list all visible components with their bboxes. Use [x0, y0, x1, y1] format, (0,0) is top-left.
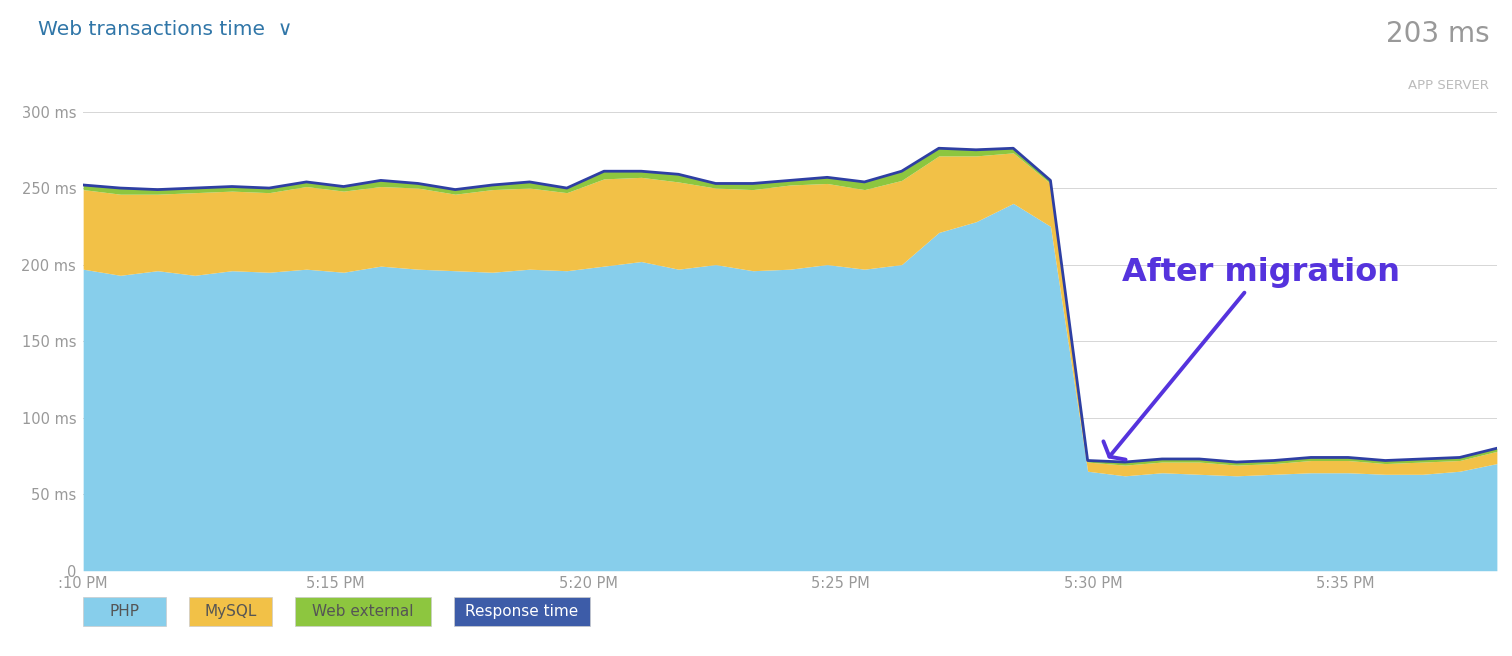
Text: 203 ms: 203 ms	[1385, 20, 1489, 48]
Text: Response time: Response time	[466, 604, 578, 619]
Text: MySQL: MySQL	[204, 604, 257, 619]
Text: Web external: Web external	[311, 604, 414, 619]
Text: After migration: After migration	[1104, 256, 1400, 460]
Text: APP SERVER: APP SERVER	[1409, 79, 1489, 92]
Text: PHP: PHP	[110, 604, 139, 619]
Text: Web transactions time  ∨: Web transactions time ∨	[38, 20, 292, 39]
